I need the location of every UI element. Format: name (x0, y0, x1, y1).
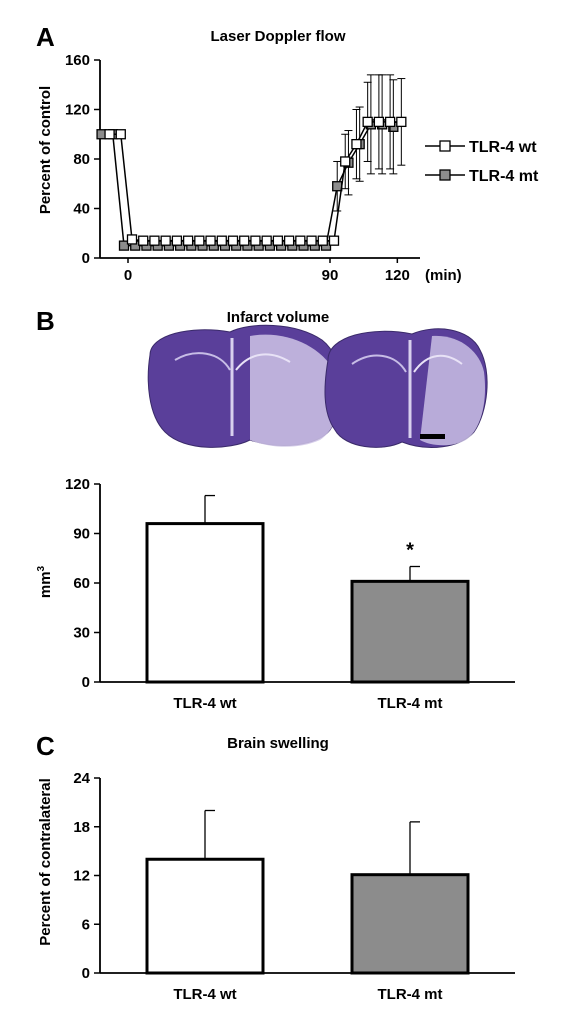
x-tick-label: 120 (385, 267, 410, 284)
panel-a-legend: TLR-4 wt TLR-4 mt (425, 139, 539, 185)
y-tick-label: 160 (65, 52, 90, 69)
data-point-wt (171, 235, 183, 246)
data-point-wt (250, 235, 261, 246)
y-tick-label: 40 (73, 201, 90, 218)
legend-wt-label: TLR-4 wt (469, 139, 537, 156)
bar-wt (145, 857, 265, 975)
x-category-label: TLR-4 wt (173, 986, 236, 1003)
y-tick-label: 0 (82, 250, 90, 267)
data-point-wt (227, 235, 239, 246)
data-point-wt (306, 235, 317, 246)
y-tick-label: 24 (73, 770, 90, 787)
panel-b-y-ticks: 0 30 60 90 120 (65, 476, 100, 691)
y-tick-label: 12 (73, 868, 90, 885)
panel-a-x-ticks: 0 90 120 (124, 258, 410, 284)
legend-wt-marker (439, 140, 451, 152)
y-tick-label: 18 (73, 819, 90, 836)
data-point-wt (351, 138, 362, 150)
y-tick-label: 60 (73, 575, 90, 592)
data-point-wt (126, 234, 138, 245)
brain-section-wt-image (147, 324, 342, 448)
data-point-wt (328, 235, 340, 246)
panel-a-title: Laser Doppler flow (210, 28, 345, 45)
panel-a-y-axis-label: Percent of control (37, 86, 54, 214)
data-point-mt (332, 181, 343, 192)
panel-b-y-axis-label: mm3 (36, 565, 54, 598)
data-point-wt (149, 235, 160, 246)
data-point-wt (317, 235, 328, 246)
data-point-wt (104, 129, 115, 140)
panel-a: A Laser Doppler flow Percent of control … (36, 22, 539, 284)
data-point-wt (216, 235, 227, 246)
panel-b-title: Infarct volume (227, 309, 330, 326)
data-point-wt (160, 235, 171, 246)
data-point-wt (396, 116, 407, 128)
data-point-wt (362, 116, 373, 128)
data-point-wt (373, 116, 385, 128)
y-tick-label: 120 (65, 476, 90, 493)
x-category-label: TLR-4 wt (173, 695, 236, 712)
panel-b: B Infarct volume mm3 0 30 60 90 120 TLR-4 wt… (36, 306, 515, 712)
y-tick-label: 6 (82, 916, 90, 933)
panel-c-y-axis-label: Percent of contralateral (37, 778, 54, 946)
legend-mt-marker (439, 169, 451, 181)
panel-c: C Brain swelling Percent of contralatera… (36, 731, 515, 1003)
data-point-wt (138, 235, 149, 246)
panel-c-y-ticks: 0 6 12 18 24 (73, 770, 100, 982)
y-tick-label: 0 (82, 674, 90, 691)
data-point-wt (384, 116, 396, 128)
significance-marker: * (406, 540, 414, 562)
data-point-wt (205, 235, 216, 246)
panel-b-letter: B (36, 306, 55, 336)
legend-mt-label: TLR-4 mt (469, 168, 539, 185)
brain-section-mt-image (324, 328, 488, 448)
data-point-wt (239, 235, 250, 246)
data-point-wt (115, 129, 126, 140)
data-point-wt (182, 235, 194, 246)
data-point-wt (295, 235, 306, 246)
bar-mt (350, 873, 470, 975)
series-line-mt (101, 123, 394, 247)
x-category-label: TLR-4 mt (378, 695, 443, 712)
scale-bar (420, 434, 445, 439)
x-tick-label: 90 (322, 267, 339, 284)
panel-b-bars: TLR-4 wt TLR-4 mt * (145, 494, 470, 712)
panel-a-x-unit: (min) (425, 267, 462, 284)
data-point-wt (194, 235, 205, 246)
data-point-wt (261, 235, 272, 246)
panel-a-letter: A (36, 22, 55, 52)
panel-a-y-ticks: 0 40 80 120 160 (65, 52, 100, 267)
panel-a-plot-area (96, 74, 407, 251)
panel-c-letter: C (36, 731, 55, 761)
x-tick-label: 0 (124, 267, 132, 284)
x-category-label: TLR-4 mt (378, 986, 443, 1003)
data-point-wt (340, 156, 351, 167)
y-tick-label: 30 (73, 625, 90, 642)
panel-c-title: Brain swelling (227, 735, 329, 752)
bar-mt (350, 579, 470, 684)
y-tick-label: 80 (73, 151, 90, 168)
y-tick-label: 0 (82, 965, 90, 982)
data-point-wt (283, 235, 295, 246)
data-point-wt (272, 235, 284, 246)
data-point-mt (118, 240, 130, 251)
panel-c-bars: TLR-4 wt TLR-4 mt (145, 809, 470, 1003)
bar-wt (145, 522, 265, 684)
y-tick-label: 90 (73, 526, 90, 543)
y-tick-label: 120 (65, 102, 90, 119)
